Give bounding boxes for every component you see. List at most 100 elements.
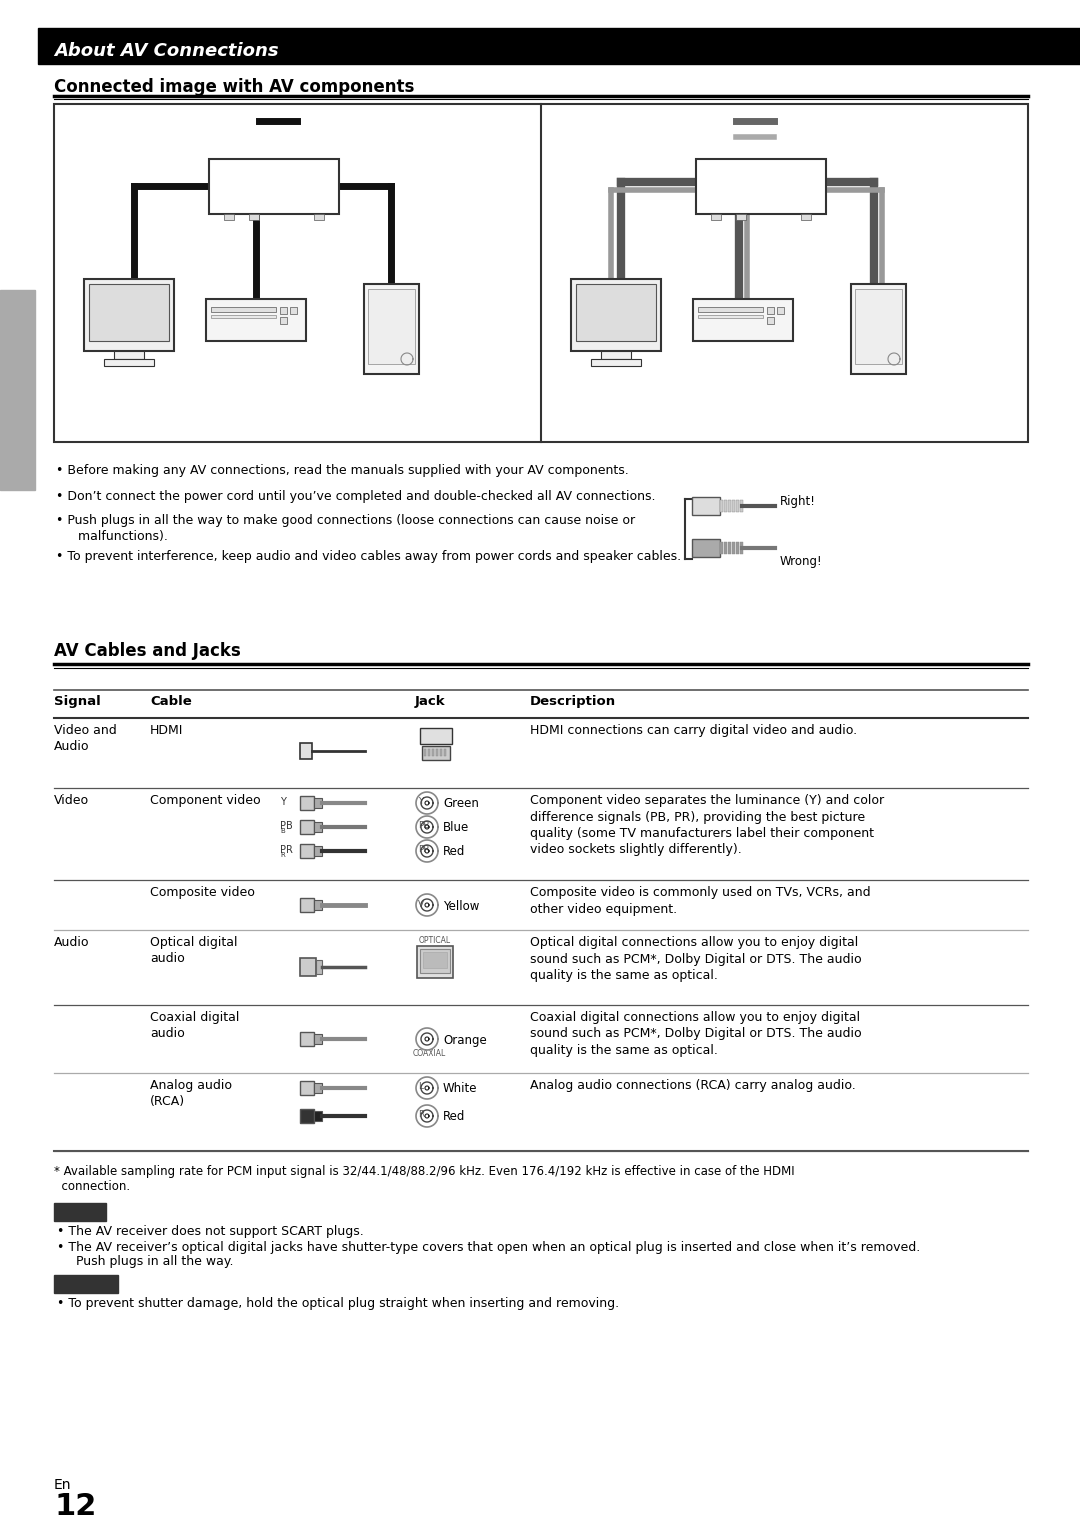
- Text: Yellow: Yellow: [443, 900, 480, 913]
- Bar: [724, 542, 727, 554]
- Text: Video and
Audio: Video and Audio: [54, 723, 117, 752]
- Bar: [54, 104, 1028, 443]
- Text: En: En: [54, 1479, 71, 1492]
- Bar: [300, 743, 312, 758]
- Bar: [417, 946, 453, 978]
- Text: Composite video: Composite video: [150, 887, 255, 899]
- Bar: [38, 27, 1080, 64]
- Bar: [801, 214, 811, 220]
- Text: Game console: Game console: [838, 382, 918, 392]
- Text: Component video: Component video: [150, 794, 260, 807]
- Text: About AV Connections: About AV Connections: [54, 43, 279, 60]
- Bar: [720, 542, 723, 554]
- Text: • To prevent interference, keep audio and video cables away from power cords and: • To prevent interference, keep audio an…: [56, 549, 681, 563]
- Bar: [698, 307, 762, 311]
- Text: • Push plugs in all the way to make good connections (loose connections can caus: • Push plugs in all the way to make good…: [56, 514, 635, 526]
- Text: HDMI: HDMI: [150, 723, 184, 737]
- Bar: [300, 844, 314, 858]
- Bar: [732, 542, 735, 554]
- Bar: [300, 958, 316, 977]
- Bar: [440, 749, 442, 755]
- Bar: [314, 823, 322, 832]
- Text: : Video & Audio: : Video & Audio: [303, 114, 394, 127]
- Bar: [210, 159, 339, 214]
- Bar: [84, 279, 174, 351]
- Text: AV Cables and Jacks: AV Cables and Jacks: [54, 642, 241, 661]
- Bar: [211, 307, 276, 311]
- Bar: [364, 284, 419, 374]
- Text: • Don’t connect the power cord until you’ve completed and double-checked all AV : • Don’t connect the power cord until you…: [56, 490, 656, 504]
- Text: : Video: : Video: [780, 114, 821, 127]
- Text: Wrong!: Wrong!: [780, 555, 823, 568]
- Text: Coaxial digital connections allow you to enjoy digital
sound such as PCM*, Dolby: Coaxial digital connections allow you to…: [530, 1012, 862, 1058]
- Text: Red: Red: [443, 845, 465, 858]
- Bar: [436, 749, 438, 755]
- Text: 12: 12: [54, 1492, 96, 1521]
- Text: R: R: [280, 852, 285, 858]
- Text: Connected image with AV components: Connected image with AV components: [54, 78, 415, 96]
- Text: HDMI connections can carry digital video and audio.: HDMI connections can carry digital video…: [530, 723, 858, 737]
- Bar: [591, 359, 642, 366]
- Bar: [54, 1202, 106, 1221]
- Text: PR: PR: [418, 845, 430, 855]
- Text: Coaxial digital
audio: Coaxial digital audio: [150, 1012, 240, 1041]
- Text: PR: PR: [280, 845, 293, 855]
- Text: AV receiver: AV receiver: [726, 182, 797, 194]
- Bar: [735, 501, 739, 513]
- Text: AV receiver: AV receiver: [239, 182, 310, 194]
- Bar: [314, 214, 324, 220]
- Bar: [571, 279, 661, 351]
- Text: White: White: [443, 1082, 477, 1096]
- Bar: [224, 214, 234, 220]
- Text: Component video separates the luminance (Y) and color
difference signals (PB, PR: Component video separates the luminance …: [530, 794, 885, 856]
- Bar: [740, 542, 743, 554]
- Text: : Audio: : Audio: [780, 130, 821, 143]
- Bar: [300, 797, 314, 810]
- Text: Composite video is commonly used on TVs, VCRs, and
other video equipment.: Composite video is commonly used on TVs,…: [530, 887, 870, 916]
- Text: connection.: connection.: [54, 1180, 130, 1193]
- Bar: [728, 542, 731, 554]
- Bar: [280, 317, 287, 324]
- Bar: [300, 1109, 314, 1123]
- Text: TV, projector, etc.: TV, projector, etc.: [566, 372, 665, 383]
- Bar: [114, 351, 144, 359]
- Text: Analog audio connections (RCA) carry analog audio.: Analog audio connections (RCA) carry ana…: [530, 1079, 855, 1093]
- Text: V: V: [418, 900, 424, 909]
- Bar: [720, 501, 723, 513]
- Bar: [432, 749, 434, 755]
- Text: Push plugs in all the way.: Push plugs in all the way.: [68, 1254, 233, 1268]
- Bar: [249, 214, 259, 220]
- Bar: [314, 845, 322, 856]
- Bar: [724, 501, 727, 513]
- Text: R: R: [418, 1109, 424, 1119]
- Text: Cable: Cable: [150, 694, 192, 708]
- Text: • The AV receiver’s optical digital jacks have shutter-type covers that open whe: • The AV receiver’s optical digital jack…: [57, 1241, 920, 1254]
- Bar: [206, 299, 306, 340]
- Text: * Available sampling rate for PCM input signal is 32/44.1/48/88.2/96 kHz. Even 1: * Available sampling rate for PCM input …: [54, 1164, 795, 1178]
- Bar: [291, 307, 297, 314]
- Bar: [692, 497, 720, 514]
- Bar: [422, 746, 450, 760]
- Text: Blu-ray Disc/
DVD player: Blu-ray Disc/ DVD player: [707, 349, 779, 372]
- Text: PB: PB: [418, 821, 430, 830]
- Bar: [314, 1083, 322, 1093]
- Text: TV, projector, etc.: TV, projector, etc.: [79, 372, 178, 383]
- Text: Audio: Audio: [54, 935, 90, 949]
- Bar: [767, 317, 774, 324]
- Bar: [424, 749, 426, 755]
- Text: Analog audio
(RCA): Analog audio (RCA): [150, 1079, 232, 1108]
- Text: B: B: [280, 829, 285, 835]
- Bar: [420, 728, 453, 745]
- Text: Game console: Game console: [351, 382, 431, 392]
- Text: Jack: Jack: [415, 694, 446, 708]
- Text: HDMI: HDMI: [426, 731, 446, 740]
- Text: Orange: Orange: [443, 1035, 487, 1047]
- Text: • The AV receiver does not support SCART plugs.: • The AV receiver does not support SCART…: [57, 1225, 364, 1238]
- Bar: [300, 819, 314, 835]
- Bar: [767, 307, 774, 314]
- Text: • To prevent shutter damage, hold the optical plug straight when inserting and r: • To prevent shutter damage, hold the op…: [57, 1297, 619, 1309]
- Bar: [89, 284, 168, 340]
- Text: Y: Y: [418, 797, 423, 806]
- Text: Blu-ray Disc/
DVD player: Blu-ray Disc/ DVD player: [220, 349, 292, 372]
- Bar: [314, 1111, 322, 1122]
